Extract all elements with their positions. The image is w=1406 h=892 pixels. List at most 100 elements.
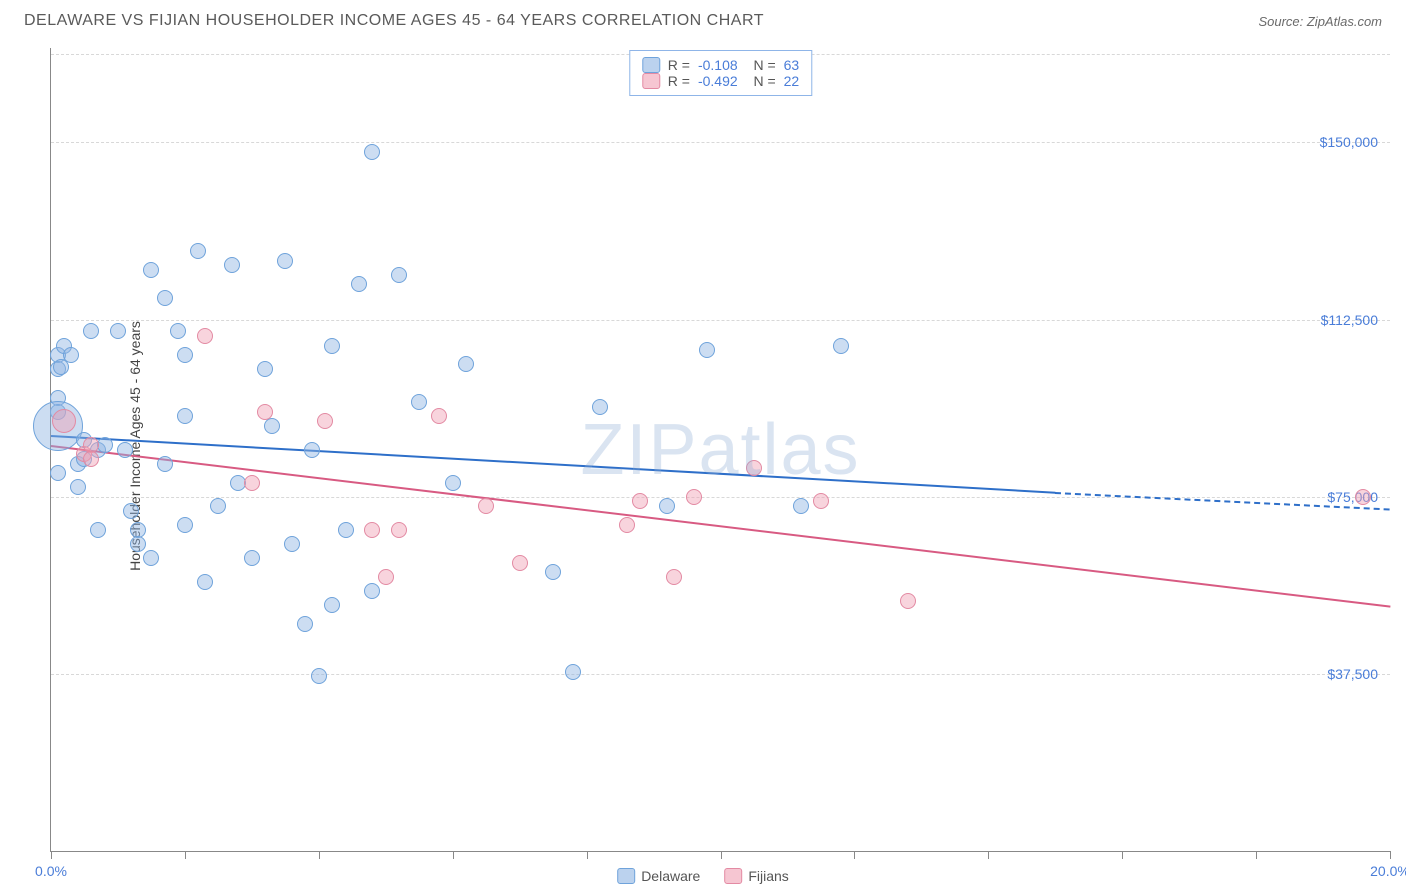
data-point [545, 564, 561, 580]
y-tick-label: $112,500 [1321, 312, 1378, 328]
legend-swatch-delaware [642, 57, 660, 73]
data-point [197, 574, 213, 590]
x-tick [1256, 851, 1257, 859]
x-tick [51, 851, 52, 859]
data-point [297, 616, 313, 632]
data-point [351, 276, 367, 292]
data-point [177, 517, 193, 533]
data-point [431, 408, 447, 424]
data-point [411, 394, 427, 410]
x-tick [721, 851, 722, 859]
gridline [51, 497, 1390, 498]
legend-n-value: 63 [784, 57, 800, 73]
scatter-chart: ZIPatlas R = -0.108 N = 63 R = -0.492 N … [50, 48, 1390, 852]
data-point [257, 361, 273, 377]
x-tick [453, 851, 454, 859]
data-point [157, 456, 173, 472]
data-point [565, 664, 581, 680]
x-tick [319, 851, 320, 859]
data-point [63, 347, 79, 363]
data-point [224, 257, 240, 273]
data-point [83, 451, 99, 467]
data-point [686, 489, 702, 505]
legend-swatch-icon [617, 868, 635, 884]
data-point [338, 522, 354, 538]
legend-r-label: R = [668, 57, 690, 73]
data-point [157, 290, 173, 306]
x-tick [1122, 851, 1123, 859]
legend-row-delaware: R = -0.108 N = 63 [642, 57, 799, 73]
data-point [592, 399, 608, 415]
gridline [51, 674, 1390, 675]
data-point [746, 460, 762, 476]
data-point [317, 413, 333, 429]
data-point [324, 597, 340, 613]
data-point [512, 555, 528, 571]
data-point [311, 668, 327, 684]
x-tick [854, 851, 855, 859]
data-point [264, 418, 280, 434]
y-tick-label: $150,000 [1320, 134, 1378, 150]
data-point [123, 503, 139, 519]
gridline [51, 142, 1390, 143]
x-tick [1390, 851, 1391, 859]
legend-label: Fijians [748, 868, 788, 884]
data-point [619, 517, 635, 533]
data-point [70, 479, 86, 495]
data-point [659, 498, 675, 514]
data-point [210, 498, 226, 514]
data-point [632, 493, 648, 509]
data-point [177, 408, 193, 424]
data-point [364, 144, 380, 160]
data-point [170, 323, 186, 339]
x-tick-label: 20.0% [1370, 863, 1406, 879]
legend-r-label: R = [668, 73, 690, 89]
data-point [284, 536, 300, 552]
legend-swatch-fijians [642, 73, 660, 89]
data-point [391, 522, 407, 538]
gridline [51, 320, 1390, 321]
x-tick-label: 0.0% [35, 863, 67, 879]
y-tick-label: $37,500 [1327, 666, 1378, 682]
data-point [143, 262, 159, 278]
legend-label: Delaware [641, 868, 700, 884]
source-attribution: Source: ZipAtlas.com [1258, 14, 1382, 29]
data-point [52, 409, 76, 433]
data-point [117, 442, 133, 458]
data-point [391, 267, 407, 283]
data-point [257, 404, 273, 420]
correlation-legend: R = -0.108 N = 63 R = -0.492 N = 22 [629, 50, 812, 96]
data-point [190, 243, 206, 259]
legend-item-delaware: Delaware [617, 868, 700, 884]
chart-header: DELAWARE VS FIJIAN HOUSEHOLDER INCOME AG… [0, 0, 1406, 38]
x-tick [587, 851, 588, 859]
data-point [177, 347, 193, 363]
data-point [244, 475, 260, 491]
data-point [244, 550, 260, 566]
legend-swatch-icon [724, 868, 742, 884]
data-point [364, 583, 380, 599]
chart-title: DELAWARE VS FIJIAN HOUSEHOLDER INCOME AG… [24, 12, 764, 30]
data-point [793, 498, 809, 514]
data-point [900, 593, 916, 609]
data-point [699, 342, 715, 358]
data-point [445, 475, 461, 491]
data-point [813, 493, 829, 509]
data-point [666, 569, 682, 585]
series-legend: Delaware Fijians [617, 868, 789, 884]
data-point [90, 522, 106, 538]
data-point [364, 522, 380, 538]
legend-n-label: N = [746, 73, 776, 89]
trend-line [51, 445, 1390, 608]
legend-r-value: -0.108 [698, 57, 738, 73]
x-tick [988, 851, 989, 859]
x-tick [185, 851, 186, 859]
legend-n-value: 22 [784, 73, 800, 89]
data-point [197, 328, 213, 344]
data-point [1355, 489, 1371, 505]
data-point [304, 442, 320, 458]
data-point [458, 356, 474, 372]
legend-row-fijians: R = -0.492 N = 22 [642, 73, 799, 89]
legend-r-value: -0.492 [698, 73, 738, 89]
data-point [833, 338, 849, 354]
